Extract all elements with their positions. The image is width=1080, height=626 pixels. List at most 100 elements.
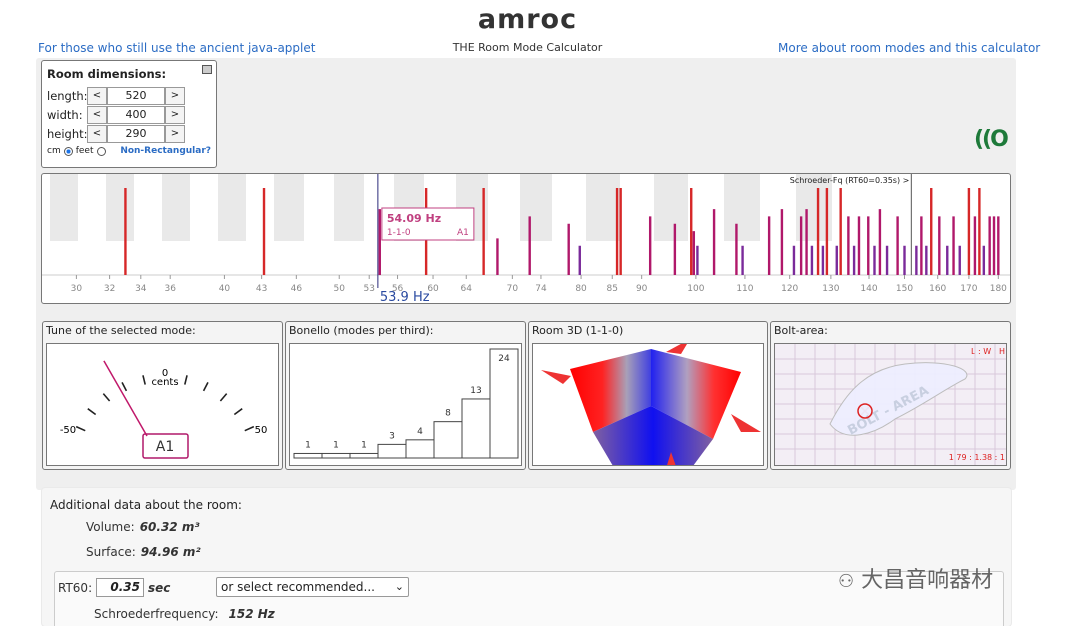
bonello-bar bbox=[377, 443, 407, 459]
bonello-bar bbox=[405, 439, 435, 459]
java-applet-link[interactable]: For those who still use the ancient java… bbox=[38, 41, 316, 55]
watermark: ⚇ 大昌音响器材 bbox=[838, 568, 994, 593]
length-decrease-button[interactable]: < bbox=[87, 86, 107, 105]
tune-cents-label: cents bbox=[151, 377, 178, 388]
spectrum-band bbox=[274, 174, 304, 241]
room-dimensions-heading: Room dimensions: bbox=[47, 67, 167, 81]
room3d-left-wall bbox=[570, 349, 651, 432]
bonello-value: 3 bbox=[389, 431, 395, 441]
gauge-tick bbox=[202, 381, 209, 392]
page-subtitle: THE Room Mode Calculator bbox=[452, 41, 603, 54]
room3d-arrow-bottom bbox=[667, 452, 676, 465]
tick-label: 50 bbox=[334, 284, 346, 294]
mode-spectrum-panel[interactable]: 30 32 34 36 40 43 46 50 53 56 60 64 70 74 80 85 90 100 110… bbox=[41, 173, 1011, 304]
unit-feet-label: feet bbox=[75, 146, 94, 156]
spectrum-band bbox=[520, 174, 552, 241]
room3d-view[interactable] bbox=[532, 343, 764, 466]
mode-tooltip bbox=[381, 207, 475, 241]
bonello-value: 13 bbox=[470, 386, 481, 396]
spectrum-band bbox=[654, 174, 688, 241]
tick-label: 43 bbox=[256, 284, 267, 294]
volume-value: 60.32 m³ bbox=[139, 520, 200, 534]
tune-zero-label: 0 bbox=[162, 368, 168, 379]
height-decrease-button[interactable]: < bbox=[87, 124, 107, 143]
spectrum-band bbox=[246, 174, 274, 241]
tick-label: 170 bbox=[960, 284, 977, 294]
room3d-caption: Room 3D (1-1-0) bbox=[532, 324, 624, 337]
tick-label: 100 bbox=[687, 284, 704, 294]
gauge-tick bbox=[102, 393, 111, 402]
tick-label: 120 bbox=[781, 284, 798, 294]
amroc-logo-icon: ((O bbox=[974, 127, 1009, 152]
tune-panel: Tune of the selected mode: 0 cents -50 5… bbox=[42, 321, 283, 470]
gauge-tick bbox=[142, 375, 146, 385]
spectrum-band bbox=[488, 174, 520, 241]
height-input[interactable]: 290 bbox=[107, 124, 165, 143]
tick-label: 70 bbox=[507, 284, 519, 294]
room3d-panel: Room 3D (1-1-0) bbox=[528, 321, 768, 470]
length-input[interactable]: 520 bbox=[107, 86, 165, 105]
unit-feet-radio[interactable] bbox=[96, 146, 106, 156]
tick-label: 53 bbox=[363, 284, 374, 294]
more-info-link[interactable]: More about room modes and this calculato… bbox=[778, 41, 1041, 55]
unit-cm-radio[interactable] bbox=[63, 146, 73, 156]
tick-label: 64 bbox=[461, 284, 473, 294]
room-dimensions-box: Room dimensions: length: < 520 > width: … bbox=[41, 60, 217, 168]
width-row: width: < 400 > bbox=[47, 105, 211, 124]
bolt-room-marker bbox=[857, 403, 873, 419]
width-input[interactable]: 400 bbox=[107, 105, 165, 124]
volume-row: Volume: 60.32 m³ bbox=[86, 520, 200, 534]
bonello-chart: 1 1 1 3 4 8 13 24 bbox=[289, 343, 522, 466]
mode-spectrum-chart[interactable]: 30 32 34 36 40 43 46 50 53 56 60 64 70 74 80 85 90 100 110… bbox=[42, 174, 1010, 303]
tune-note-label: A1 bbox=[156, 439, 174, 455]
bonello-value: 8 bbox=[445, 409, 451, 419]
volume-label: Volume: bbox=[86, 520, 135, 534]
page-title: amroc bbox=[477, 4, 578, 35]
tune-gauge: 0 cents -50 50 A1 bbox=[46, 343, 279, 466]
tick-label: 46 bbox=[291, 284, 303, 294]
cursor-frequency: 53.9 Hz bbox=[380, 290, 430, 303]
spectrum-lower-band bbox=[42, 241, 1010, 275]
surface-label: Surface: bbox=[86, 545, 136, 559]
tune-caption: Tune of the selected mode: bbox=[46, 324, 196, 337]
non-rectangular-link[interactable]: Non-Rectangular? bbox=[120, 146, 211, 156]
gauge-needle bbox=[103, 360, 148, 437]
width-increase-button[interactable]: > bbox=[165, 105, 185, 124]
spectrum-band bbox=[334, 174, 364, 241]
length-row: length: < 520 > bbox=[47, 86, 211, 105]
unit-selector: cm feet Non-Rectangular? bbox=[47, 146, 211, 156]
tick-label: 34 bbox=[135, 284, 147, 294]
bolt-chart: L : W : H 1.79 : 1.38 : 1 BOLT - AREA bbox=[774, 343, 1007, 466]
spectrum-band bbox=[586, 174, 620, 241]
spectrum-band bbox=[190, 174, 218, 241]
height-increase-button[interactable]: > bbox=[165, 124, 185, 143]
bolt-ratio-label: L : W : H bbox=[971, 347, 1005, 356]
bolt-svg: L : W : H 1.79 : 1.38 : 1 BOLT - AREA bbox=[775, 344, 1006, 465]
minimize-button[interactable] bbox=[202, 65, 212, 74]
width-label: width: bbox=[47, 107, 83, 122]
bonello-bar bbox=[321, 452, 351, 459]
bolt-area-shape bbox=[829, 362, 968, 436]
schroeder-label: Schroeder-Fq (RT60=0.35s) > bbox=[790, 176, 910, 185]
spectrum-band bbox=[724, 174, 760, 241]
spectrum-band bbox=[218, 174, 246, 241]
room3d-arrow-top bbox=[666, 344, 687, 354]
tick-label: 80 bbox=[575, 284, 587, 294]
tick-label: 90 bbox=[636, 284, 648, 294]
bonello-bar bbox=[461, 398, 491, 459]
height-label: height: bbox=[47, 126, 88, 141]
bolt-panel: Bolt-area: L : W : H 1.79 : 1.38 : 1 BOL… bbox=[770, 321, 1011, 470]
rt60-input[interactable]: 0.35 bbox=[96, 578, 144, 597]
length-label: length: bbox=[47, 88, 88, 103]
rt60-select-value: or select recommended... bbox=[221, 580, 375, 594]
bonello-value: 24 bbox=[498, 354, 510, 364]
tick-label: 140 bbox=[860, 284, 877, 294]
spectrum-band bbox=[50, 174, 78, 241]
rt60-recommended-select[interactable]: or select recommended... ⌄ bbox=[216, 577, 409, 597]
gauge-tick bbox=[87, 408, 97, 416]
room3d-svg[interactable] bbox=[533, 344, 764, 466]
tick-label: 160 bbox=[929, 284, 946, 294]
length-increase-button[interactable]: > bbox=[165, 86, 185, 105]
bonello-panel: Bonello (modes per third): 1 1 1 3 4 8 13 24 bbox=[285, 321, 526, 470]
width-decrease-button[interactable]: < bbox=[87, 105, 107, 124]
